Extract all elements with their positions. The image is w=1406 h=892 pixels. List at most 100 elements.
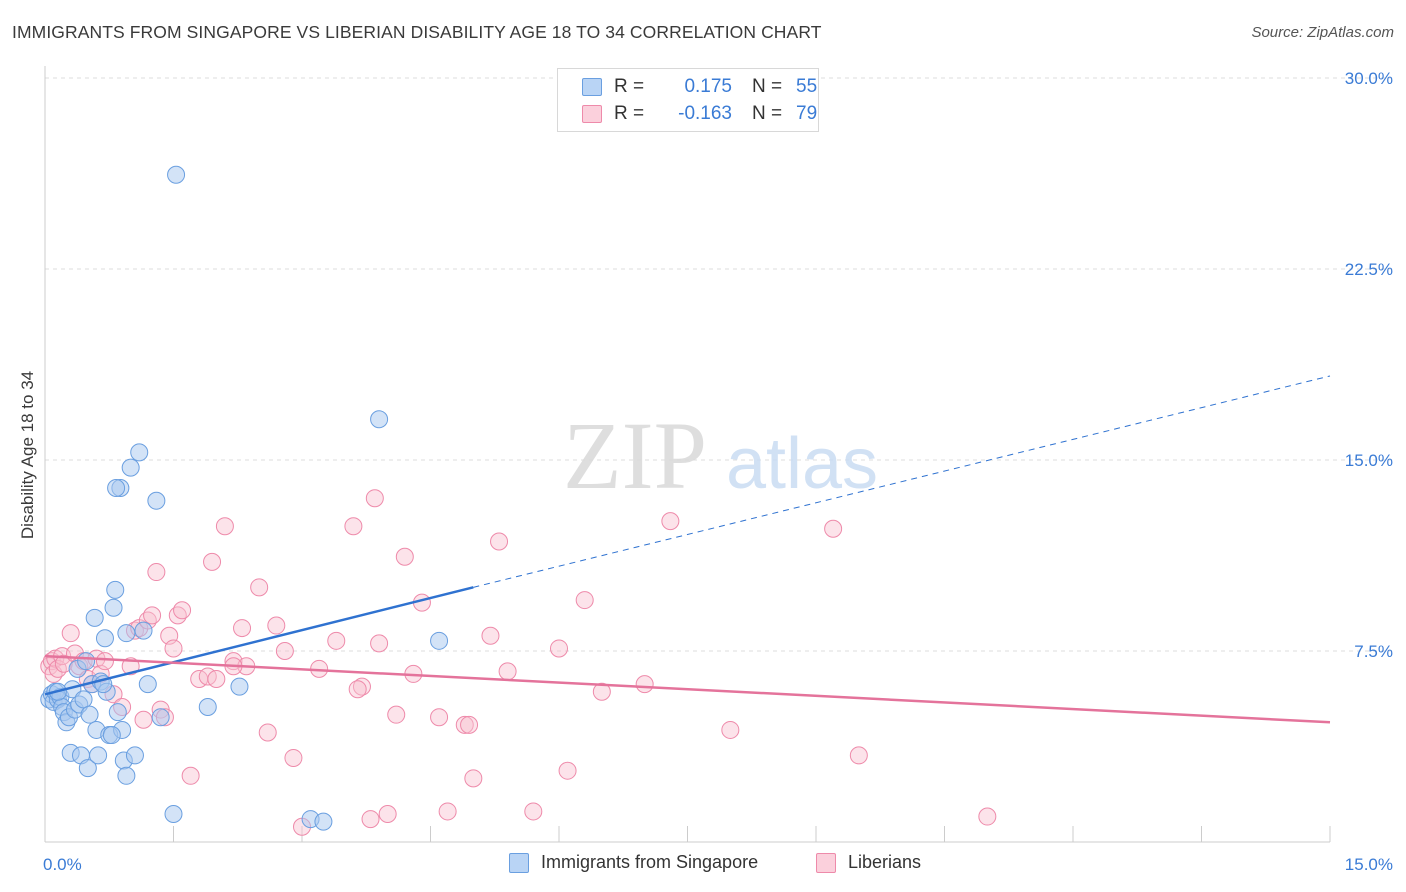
series-legend-liberians: Liberians [816,852,921,873]
liberians-point [215,517,234,536]
singapore-point [102,726,121,745]
legend-swatch-liberians [582,105,602,123]
watermark-zip: ZIP [563,402,707,509]
liberians-point [481,626,500,645]
tick-labels: 7.5% 15.0% 22.5% 30.0% 0.0% 15.0% [43,69,1393,874]
liberians-point [721,720,740,739]
axis-layer [44,66,1331,843]
singapore-point [80,705,99,724]
liberians-point [387,705,406,724]
liberians-point [592,682,611,701]
liberians-point [284,748,303,767]
legend-r-label: R = [614,76,645,97]
singapore-point [89,746,108,765]
series-label-liberians: Liberians [848,852,922,872]
y-tick-label: 30.0% [1345,69,1393,88]
liberians-trend [44,654,1331,724]
y-tick-label: 15.0% [1345,451,1393,470]
singapore-point [130,443,149,462]
legend-row-singapore: R = 0.175 N = 55 [582,75,817,99]
singapore-point [107,479,126,498]
y-tick-label: 22.5% [1345,260,1393,279]
liberians-point [824,519,843,538]
singapore-point [430,631,449,650]
singapore-point [314,812,333,831]
singapore-point [370,410,389,429]
liberians-point [207,670,226,689]
source-label: Source: ZipAtlas.com [1251,24,1394,41]
liberians-point [258,723,277,742]
singapore-point [198,698,217,717]
liberians-point [275,642,294,660]
series-legend-singapore: Immigrants from Singapore [509,852,758,873]
singapore-point [134,621,153,640]
grid-layer [45,77,1392,652]
liberians-point [978,807,997,826]
correlation-legend: R = 0.175 N = 55 R = -0.163 N = 79 [557,68,819,132]
liberians-point [575,591,594,610]
singapore-point [85,608,104,627]
liberians-point [327,631,346,650]
singapore-point [121,458,140,477]
watermark-atlas: atlas [726,424,878,504]
singapore-point [78,759,97,778]
liberians-point [361,810,380,829]
liberians-point [498,662,517,681]
liberians-point [121,657,140,676]
liberians-point [250,578,269,597]
liberians-point [849,746,868,765]
series-legend: Immigrants from Singapore Liberians [0,852,1406,878]
singapore-point [167,165,186,184]
singapore-point [138,675,157,694]
singapore-point [230,677,249,696]
liberians-point [430,708,449,727]
singapore-point [95,629,114,648]
singapore-point [117,624,136,643]
singapore-point [108,703,127,722]
liberians-point [490,532,509,551]
legend-n-value: 55 [796,76,818,97]
singapore-point [104,598,123,617]
singapore-trend-dashed [473,375,1331,588]
singapore-point [164,804,183,823]
liberians-point [395,547,414,566]
singapore-trend-solid [44,586,474,696]
liberians-point [233,619,252,638]
liberians-point [348,680,367,699]
liberians-point [550,639,568,658]
liberians-point [164,639,183,658]
liberians-point [61,624,80,643]
liberians-point [173,601,192,620]
series-swatch-liberians [816,852,836,873]
liberians-point [558,761,577,780]
series-swatch-singapore [509,852,529,873]
liberians-point [134,710,153,729]
x-tick-label: 15.0% [1345,855,1393,874]
singapore-point [151,708,170,727]
liberians-point [378,804,397,823]
singapore-point [125,746,144,765]
x-tick-label: 0.0% [43,855,82,874]
legend-n-value: 79 [796,103,818,124]
liberians-point [460,715,479,734]
liberians-point [95,652,114,671]
singapore-point [74,690,93,709]
y-tick-label: 7.5% [1354,642,1393,661]
series-label-singapore: Immigrants from Singapore [541,852,759,872]
liberians-point [203,552,222,571]
chart-title: IMMIGRANTS FROM SINGAPORE VS LIBERIAN DI… [12,22,822,42]
liberians-point [438,802,457,821]
legend-r-value: 0.175 [684,76,732,97]
legend-r-value: -0.163 [678,103,732,124]
liberians-point [267,616,286,635]
liberians-point [46,649,65,668]
liberians-point [344,517,363,536]
legend-n-label: N = [752,103,783,124]
singapore-point [147,491,166,510]
liberians-point [147,563,166,582]
trend-lines [44,375,1331,724]
liberians-point [365,489,384,508]
liberians-point [143,606,162,625]
singapore-point [77,652,96,671]
